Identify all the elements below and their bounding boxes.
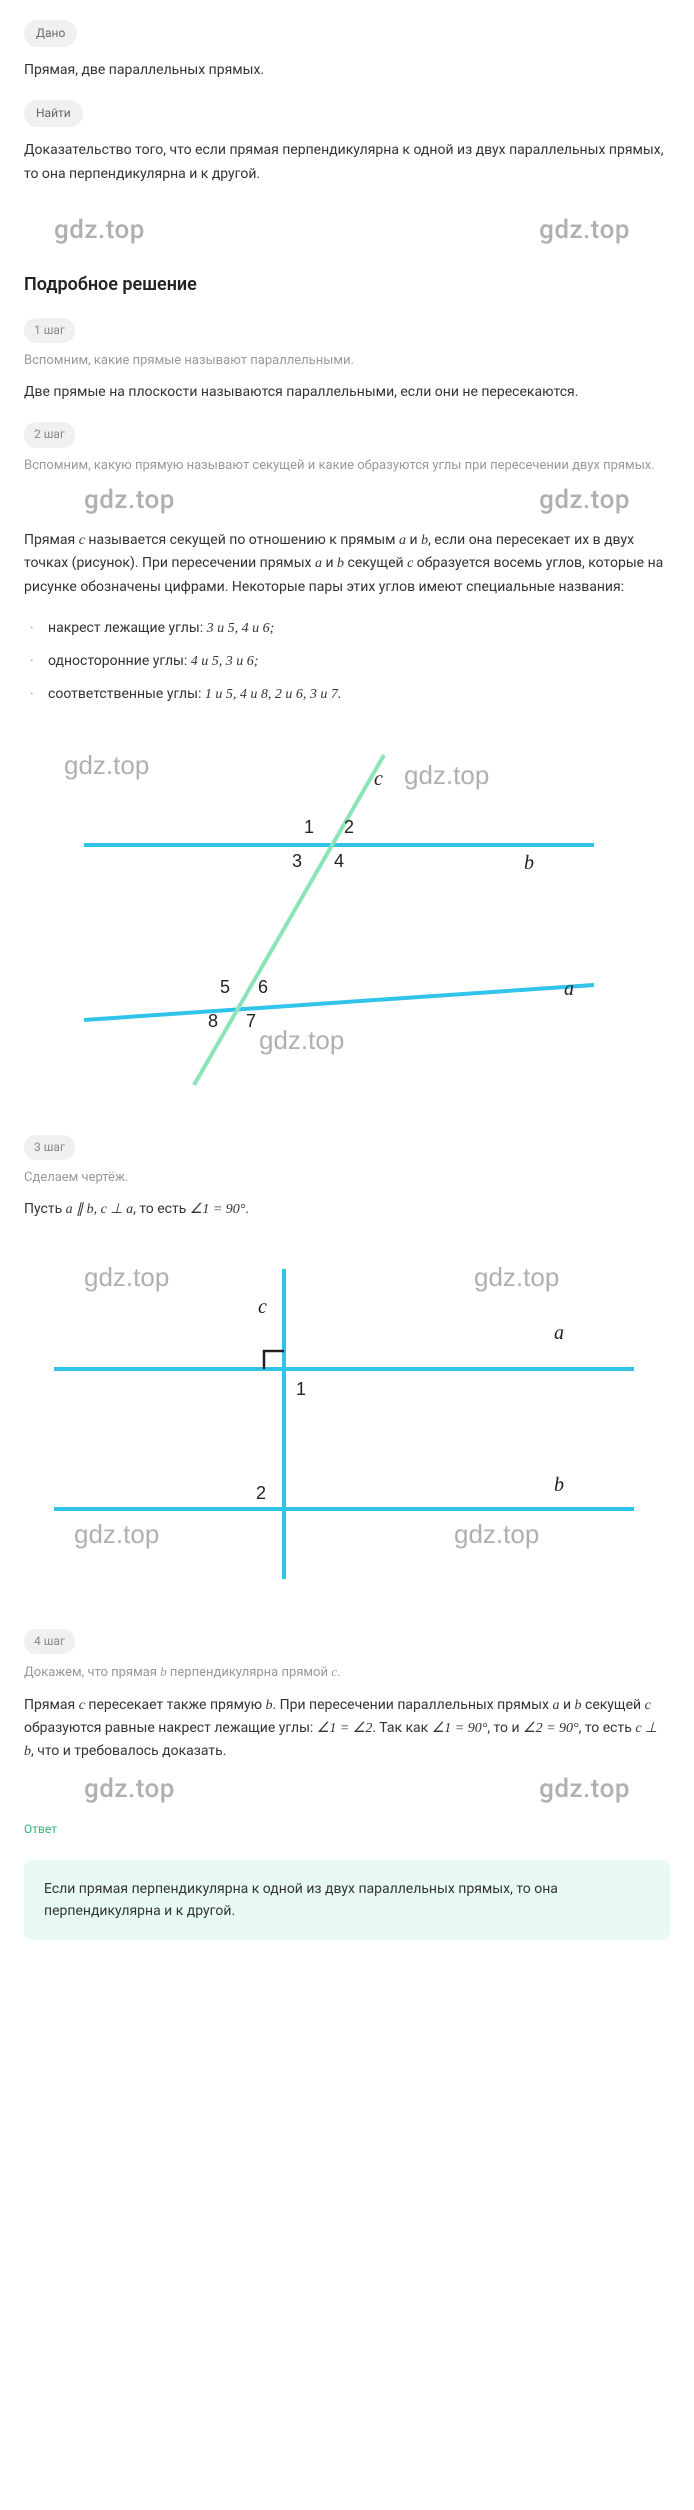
watermark-row: gdz.top gdz.top xyxy=(24,1769,670,1811)
diagram-2: gdz.top gdz.top gdz.top gdz.top c a b 1 … xyxy=(24,1239,664,1599)
angle-num-1: 1 xyxy=(296,1375,306,1404)
step4-text: Прямая c пересекает также прямую b. При … xyxy=(24,1694,670,1763)
angle-num-5: 5 xyxy=(220,973,230,1002)
angle-num-6: 6 xyxy=(258,973,268,1002)
watermark: gdz.top xyxy=(84,480,175,522)
step1-text: Две прямые на плоскости называются парал… xyxy=(24,381,670,404)
step-tag-1: 1 шаг xyxy=(24,318,75,343)
step3-text: Пусть a ∥ b, c ⊥ a, то есть ∠1 = 90°. xyxy=(24,1198,670,1221)
label-b: b xyxy=(524,847,534,879)
watermark: gdz.top xyxy=(539,480,630,522)
step2-text: Прямая c называется секущей по отношению… xyxy=(24,529,670,598)
watermark: gdz.top xyxy=(84,1257,169,1299)
step-tag-2: 2 шаг xyxy=(24,422,75,447)
label-a: a xyxy=(554,1317,564,1349)
step4-intro: Докажем, что прямая b перпендикулярна пр… xyxy=(24,1662,670,1683)
step-tag-3: 3 шаг xyxy=(24,1135,75,1160)
list-item: накрест лежащие углы: 3 и 5, 4 и 6; xyxy=(48,617,670,640)
solution-heading: Подробное решение xyxy=(24,271,670,300)
watermark: gdz.top xyxy=(54,210,145,252)
angle-list: накрест лежащие углы: 3 и 5, 4 и 6; одно… xyxy=(24,617,670,707)
answer-box: Если прямая перпендикулярна к одной из д… xyxy=(24,1860,670,1941)
watermark: gdz.top xyxy=(454,1514,539,1556)
watermark: gdz.top xyxy=(539,210,630,252)
tag-answer: Ответ xyxy=(24,1820,57,1839)
label-b: b xyxy=(554,1469,564,1501)
angle-num-1: 1 xyxy=(304,813,314,842)
step3-intro: Сделаем чертёж. xyxy=(24,1168,670,1188)
angle-num-4: 4 xyxy=(334,847,344,876)
label-c: c xyxy=(374,763,383,795)
watermark: gdz.top xyxy=(259,1020,344,1062)
angle-num-3: 3 xyxy=(292,847,302,876)
list-item: односторонние углы: 4 и 5, 3 и 6; xyxy=(48,650,670,673)
step1-intro: Вспомним, какие прямые называют параллел… xyxy=(24,351,670,371)
watermark: gdz.top xyxy=(84,1769,175,1811)
label-c: c xyxy=(258,1291,267,1323)
label-a: a xyxy=(564,973,574,1005)
angle-num-2: 2 xyxy=(344,813,354,842)
given-text: Прямая, две параллельных прямых. xyxy=(24,59,670,82)
answer-text: Если прямая перпендикулярна к одной из д… xyxy=(44,1881,558,1919)
diagram-1: gdz.top gdz.top gdz.top c b a 1 2 3 4 5 … xyxy=(24,725,664,1105)
watermark: gdz.top xyxy=(74,1514,159,1556)
watermark: gdz.top xyxy=(539,1769,630,1811)
step-tag-4: 4 шаг xyxy=(24,1629,75,1654)
watermark: gdz.top xyxy=(474,1257,559,1299)
angle-num-7: 7 xyxy=(246,1007,256,1036)
angle-num-2: 2 xyxy=(256,1479,266,1508)
watermark: gdz.top xyxy=(64,745,149,787)
tag-find: Найти xyxy=(24,100,83,127)
watermark-row: gdz.top gdz.top xyxy=(24,480,670,522)
angle-num-8: 8 xyxy=(208,1007,218,1036)
watermark-row: gdz.top gdz.top xyxy=(24,204,670,258)
step2-intro: Вспомним, какую прямую называют секущей … xyxy=(24,456,670,476)
list-item: соответственные углы: 1 и 5, 4 и 8, 2 и … xyxy=(48,683,670,706)
watermark: gdz.top xyxy=(404,755,489,797)
find-text: Доказательство того, что если прямая пер… xyxy=(24,139,670,185)
tag-given: Дано xyxy=(24,20,77,47)
